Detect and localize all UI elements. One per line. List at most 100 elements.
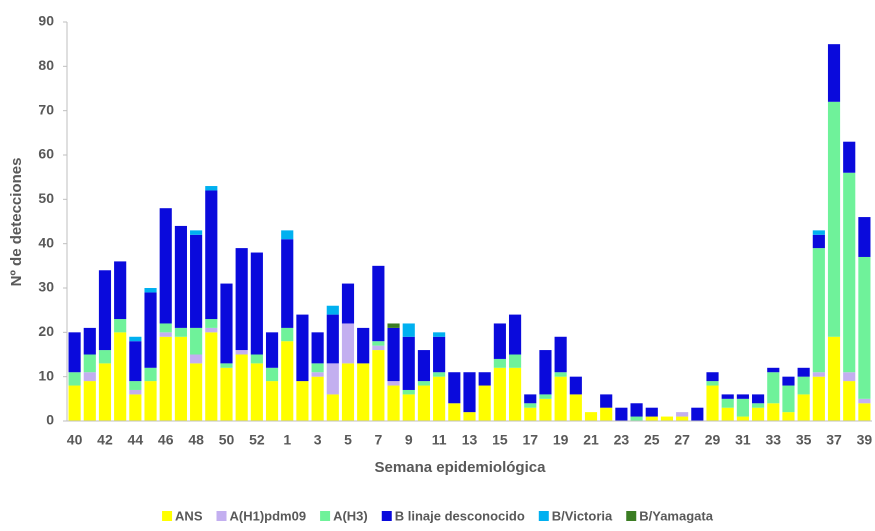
x-axis-title: Semana epidemiológica <box>375 459 547 476</box>
bar-segment <box>265 332 279 368</box>
y-tick-label: 70 <box>38 101 54 117</box>
x-tick-label: 11 <box>432 432 447 448</box>
bar-segment <box>220 363 233 368</box>
bar-segment <box>265 381 279 421</box>
bar-segment <box>190 363 203 421</box>
bar-segment <box>402 394 415 421</box>
bar-segment <box>600 394 613 408</box>
bar-segment <box>569 394 582 421</box>
legend-label: ANS <box>175 508 203 523</box>
bar-segment <box>676 412 689 417</box>
y-axis-title: Nº de detecciones <box>8 158 25 287</box>
y-tick-label: 30 <box>38 279 54 295</box>
bar-segment <box>433 336 446 373</box>
x-tick-label: 31 <box>735 432 751 448</box>
bar-segment <box>402 336 415 390</box>
bar-segment <box>281 327 294 342</box>
bar-segment <box>372 265 385 342</box>
bar-segment <box>402 389 415 395</box>
bar-segment <box>827 44 841 102</box>
bar-segment <box>797 394 810 421</box>
bar-segment <box>296 314 309 382</box>
bar-segment <box>417 385 431 421</box>
bar-segment <box>311 372 324 377</box>
bar-segment <box>83 354 96 373</box>
bar-segment <box>721 394 734 399</box>
bar-segment <box>782 412 795 421</box>
bar-segment <box>144 288 157 293</box>
bar-segment <box>858 403 871 421</box>
bar-segment <box>281 230 294 240</box>
bar-segment <box>326 394 339 421</box>
bar-segment <box>235 350 248 355</box>
bar-segment <box>736 416 749 421</box>
bar-segment <box>448 372 461 404</box>
bar-segment <box>114 332 127 421</box>
bar-segment <box>433 376 446 421</box>
bar-segment <box>357 363 370 421</box>
bar-segment <box>554 336 567 373</box>
bar-segment <box>812 230 825 235</box>
bar-segment <box>493 323 506 359</box>
bar-segment <box>706 385 719 421</box>
bar-segment <box>205 319 218 328</box>
bar-segment <box>114 261 127 320</box>
x-tick-label: 44 <box>128 432 144 448</box>
x-tick-label: 48 <box>188 432 204 448</box>
bar-segment <box>812 248 825 373</box>
x-tick-label: 33 <box>765 432 781 448</box>
bar-segment <box>736 398 749 417</box>
bar-segment <box>159 208 172 324</box>
bar-segment <box>68 332 81 373</box>
bar-segment <box>190 230 203 235</box>
bar-segment <box>235 248 248 351</box>
x-tick-label: 9 <box>405 432 413 448</box>
x-tick-label: 35 <box>796 432 812 448</box>
legend-swatch <box>538 511 549 521</box>
bar-segment <box>463 372 476 413</box>
bar-segment <box>296 381 309 421</box>
x-tick-label: 19 <box>553 432 569 448</box>
bar-segment <box>463 412 476 421</box>
bar-segment <box>372 341 385 346</box>
x-tick-label: 7 <box>374 432 382 448</box>
x-tick-label: 37 <box>826 432 842 448</box>
x-tick-label: 27 <box>674 432 690 448</box>
legend-swatch <box>626 511 637 521</box>
bar-segment <box>174 336 187 421</box>
bar-segment <box>98 363 112 421</box>
y-tick-label: 0 <box>46 412 54 428</box>
bar-segment <box>129 336 142 342</box>
x-tick-label: 52 <box>249 432 265 448</box>
bar-segment <box>493 367 506 421</box>
bar-segment <box>478 372 491 386</box>
bar-segment <box>433 332 446 337</box>
bar-segment <box>767 403 780 421</box>
bar-segment <box>98 350 112 364</box>
legend-label: A(H1)pdm09 <box>230 508 307 523</box>
bar-segment <box>767 372 780 404</box>
bar-segment <box>326 305 339 315</box>
bar-segment <box>190 234 203 328</box>
bar-segment <box>311 332 324 364</box>
x-tick-label: 13 <box>462 432 478 448</box>
x-tick-label: 29 <box>705 432 721 448</box>
bar-segment <box>129 394 142 421</box>
x-tick-label: 23 <box>614 432 630 448</box>
bar-segment <box>827 336 841 421</box>
bar-segment <box>235 354 248 421</box>
x-tick-label: 39 <box>857 432 873 448</box>
y-tick-label: 60 <box>38 146 54 162</box>
bar-segment <box>676 416 689 421</box>
bar-segment <box>281 341 294 421</box>
bar-segment <box>858 256 871 399</box>
x-tick-label: 46 <box>158 432 174 448</box>
bar-segment <box>843 372 856 382</box>
bar-segment <box>554 376 567 421</box>
bar-segment <box>782 376 795 386</box>
bar-segment <box>144 381 157 421</box>
bar-segment <box>281 239 294 328</box>
bar-segment <box>417 350 431 382</box>
legend-label: B linaje desconocido <box>395 508 525 523</box>
